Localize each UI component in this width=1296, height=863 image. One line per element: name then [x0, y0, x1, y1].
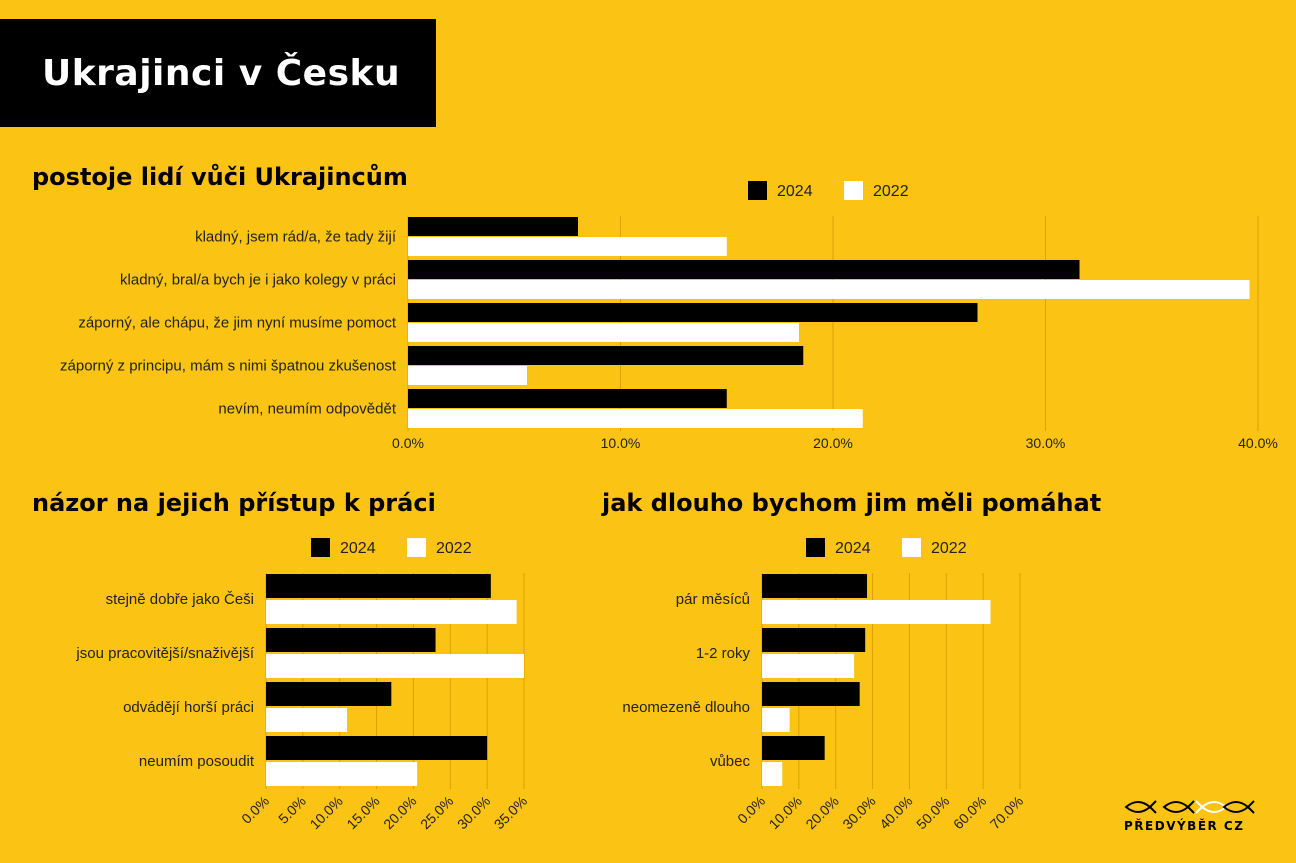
bar-2022 [266, 708, 348, 732]
category-label: záporný, ale chápu, že jim nyní musíme p… [78, 315, 396, 332]
page-title-box: Ukrajinci v Česku [0, 19, 436, 127]
tick-label: 15.0% [343, 793, 382, 832]
tick-label: 30.0% [839, 793, 878, 832]
legend-swatch-2024 [311, 538, 330, 557]
bar-2024 [762, 736, 825, 760]
bar-2022 [408, 409, 863, 428]
tick-label: 70.0% [987, 793, 1026, 832]
category-label: záporný z principu, mám s nimi špatnou z… [60, 358, 397, 375]
bar-2022 [266, 654, 524, 678]
category-label: odvádějí horší práci [123, 699, 254, 716]
page-title: Ukrajinci v Česku [42, 52, 401, 94]
legend-label-2022: 2022 [436, 540, 472, 557]
bar-2024 [408, 260, 1080, 279]
tick-label: 20.0% [802, 793, 841, 832]
bar-2024 [408, 303, 978, 322]
category-label: vůbec [710, 753, 751, 770]
tick-label: 0.0% [392, 435, 424, 451]
tick-label: 20.0% [380, 793, 419, 832]
chart-3-title: jak dlouho bychom jim měli pomáhat [602, 489, 1102, 517]
tick-label: 50.0% [913, 793, 952, 832]
tick-label: 0.0% [238, 793, 272, 827]
bar-2024 [408, 346, 804, 365]
logo: PŘEDVÝBĚR CZ [1124, 795, 1255, 835]
chart-1-title: postoje lidí vůči Ukrajincům [32, 163, 408, 191]
legend-swatch-2024 [748, 181, 767, 200]
tick-label: 30.0% [454, 793, 493, 832]
chart-2-title: názor na jejich přístup k práci [32, 489, 436, 517]
bar-2024 [762, 628, 866, 652]
bar-2024 [266, 736, 488, 760]
tick-label: 0.0% [734, 793, 768, 827]
legend-label-2024: 2024 [835, 540, 871, 557]
category-label: nevím, neumím odpovědět [218, 401, 396, 418]
bar-2024 [408, 389, 727, 408]
bar-2022 [762, 762, 783, 786]
category-label: neomezeně dlouho [622, 699, 750, 716]
tick-label: 25.0% [417, 793, 456, 832]
bar-2024 [408, 217, 578, 236]
fish-logo-icon [1124, 800, 1255, 814]
tick-label: 10.0% [766, 793, 805, 832]
bar-2024 [762, 682, 860, 706]
legend-label-2022: 2022 [931, 540, 967, 557]
tick-label: 5.0% [275, 793, 309, 827]
category-label: neumím posoudit [139, 753, 255, 770]
bar-2022 [762, 708, 790, 732]
bar-2024 [266, 628, 436, 652]
legend-swatch-2022 [844, 181, 863, 200]
tick-label: 35.0% [491, 793, 530, 832]
legend-label-2024: 2024 [340, 540, 376, 557]
bar-2022 [408, 366, 527, 385]
bar-2024 [762, 574, 868, 598]
category-label: stejně dobře jako Češi [106, 591, 254, 608]
category-label: kladný, bral/a bych je i jako kolegy v p… [120, 272, 396, 289]
category-label: kladný, jsem rád/a, že tady žijí [195, 229, 397, 246]
tick-label: 60.0% [950, 793, 989, 832]
category-label: jsou pracovitější/snaživější [75, 645, 254, 662]
bar-2022 [266, 600, 517, 624]
bar-2022 [408, 280, 1250, 299]
bar-2022 [408, 237, 727, 256]
logo-text: PŘEDVÝBĚR CZ [1124, 819, 1245, 833]
bar-2022 [762, 600, 991, 624]
legend-label-2022: 2022 [873, 183, 909, 200]
bar-2024 [266, 574, 491, 598]
tick-label: 40.0% [876, 793, 915, 832]
tick-label: 10.0% [601, 435, 641, 451]
legend-swatch-2024 [806, 538, 825, 557]
bar-2022 [266, 762, 418, 786]
tick-label: 10.0% [306, 793, 345, 832]
tick-label: 30.0% [1026, 435, 1066, 451]
legend-label-2024: 2024 [777, 183, 813, 200]
bar-2022 [762, 654, 855, 678]
tick-label: 20.0% [813, 435, 853, 451]
category-label: 1-2 roky [696, 645, 751, 662]
tick-label: 40.0% [1238, 435, 1278, 451]
legend-swatch-2022 [407, 538, 426, 557]
category-label: pár měsíců [676, 591, 750, 608]
bar-2022 [408, 323, 799, 342]
legend-swatch-2022 [902, 538, 921, 557]
bar-2024 [266, 682, 392, 706]
